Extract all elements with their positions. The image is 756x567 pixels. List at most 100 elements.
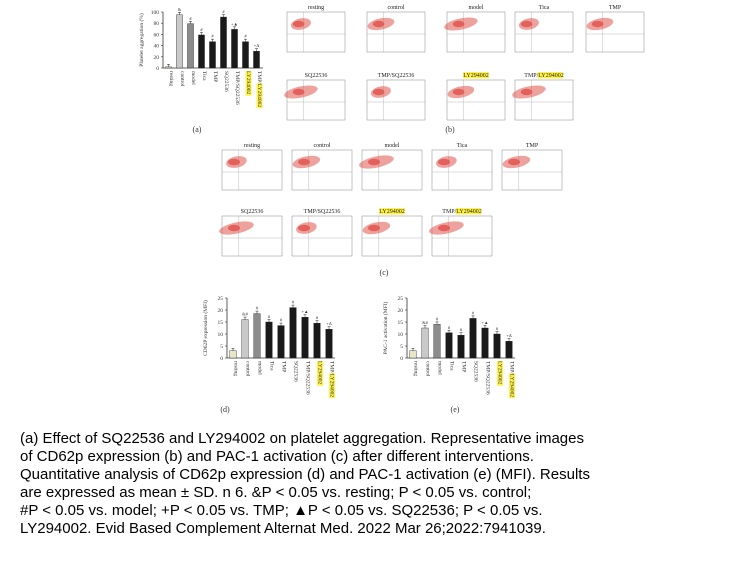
y-tick-label: 60 bbox=[154, 32, 160, 38]
flow-plot-frame bbox=[501, 149, 563, 191]
category-label: SQ22536 bbox=[293, 361, 299, 382]
flow-plot-title: model bbox=[469, 5, 484, 11]
significance-mark: &# bbox=[242, 312, 249, 317]
flow-plot-title: LY294002 bbox=[379, 209, 404, 215]
flow-plot-frame bbox=[361, 149, 423, 191]
bar bbox=[253, 51, 260, 69]
significance-mark: # bbox=[211, 34, 214, 39]
flow-plot-title: TMP/LY294002 bbox=[524, 73, 563, 79]
significance-mark: # bbox=[280, 318, 283, 323]
y-tick-label: 15 bbox=[218, 320, 224, 326]
bar bbox=[421, 327, 429, 359]
y-axis-label: Platelet aggregation (%) bbox=[138, 13, 145, 67]
significance-mark: &# bbox=[422, 320, 429, 325]
caption-line-4: are expressed as mean ± SD. n 6. &P < 0.… bbox=[20, 484, 532, 501]
chart-e-pac1-activation: 0 5 10 15 20 25 PAC-1 activation (MFI) resting &… bbox=[382, 296, 515, 399]
cell-population-core bbox=[520, 20, 533, 28]
significance-mark: +Δ bbox=[506, 333, 512, 338]
flow-plot-frame bbox=[291, 149, 353, 191]
flow-plot-frame bbox=[286, 79, 346, 121]
category-label: TMP bbox=[281, 361, 287, 372]
flow-panel-b-cd62p: resting control model Tica TMP SQ22536 TMP/SQ2… bbox=[284, 5, 645, 121]
cell-population-core bbox=[452, 88, 465, 96]
category-label: TMP/SQ22536 bbox=[305, 361, 311, 395]
category-label: SQ22536 bbox=[223, 71, 229, 92]
title-highlight bbox=[537, 72, 564, 79]
category-label: resting bbox=[168, 71, 174, 86]
flow-plot-title: SQ22536 bbox=[305, 73, 328, 79]
flow-plot-title: Tica bbox=[457, 143, 468, 149]
cell-population-core bbox=[372, 20, 385, 28]
significance-mark: +Δ bbox=[254, 43, 260, 48]
cell-population-core bbox=[292, 88, 305, 96]
flow-plot-title: TMP/SQ22536 bbox=[378, 73, 415, 79]
significance-mark: # bbox=[472, 310, 475, 315]
significance-mark: +Δ bbox=[326, 321, 332, 326]
flow-plot-frame bbox=[366, 11, 426, 53]
y-tick-label: 0 bbox=[220, 356, 223, 362]
significance-mark: # bbox=[436, 316, 439, 321]
y-tick-label: 100 bbox=[151, 10, 160, 16]
y-tick-label: 25 bbox=[398, 296, 404, 302]
caption-line-3: Quantitative analysis of CD62p expressio… bbox=[20, 466, 590, 483]
significance-mark: +▲ bbox=[482, 320, 489, 325]
bar bbox=[165, 66, 172, 69]
significance-mark: & bbox=[178, 7, 182, 12]
y-tick-label: 20 bbox=[398, 308, 404, 314]
caption-line-5: #P < 0.05 vs. model; +P < 0.05 vs. TMP; … bbox=[20, 502, 543, 519]
flow-plot-title: Tica bbox=[539, 5, 550, 11]
significance-mark: +▲ bbox=[302, 309, 309, 314]
flow-plot-frame bbox=[366, 79, 426, 121]
category-label: model bbox=[257, 361, 263, 375]
flow-plot-title: model bbox=[385, 143, 400, 149]
category-label: control bbox=[425, 361, 431, 377]
cell-population-core bbox=[228, 158, 240, 166]
flow-plot-frame bbox=[361, 215, 423, 257]
y-tick-label: 15 bbox=[398, 320, 404, 326]
flow-plot-frame bbox=[446, 79, 506, 121]
y-axis-label: PAC-1 activation (MFI) bbox=[382, 302, 389, 355]
bar bbox=[265, 321, 273, 359]
category-label: LY294002 bbox=[245, 71, 251, 95]
flow-plot-frame bbox=[221, 215, 283, 257]
category-label: TMP/LY294002 bbox=[329, 361, 335, 397]
y-tick-label: 10 bbox=[218, 332, 224, 338]
cell-population-core bbox=[520, 88, 533, 96]
bar bbox=[289, 307, 297, 359]
bar bbox=[445, 332, 453, 359]
flow-plot-frame bbox=[446, 11, 506, 53]
chart-d-cd62p-expression: 0 5 10 15 20 25 CD62P expression (MFI) resting &… bbox=[202, 296, 335, 399]
y-tick-label: 5 bbox=[220, 344, 223, 350]
bar bbox=[313, 323, 321, 359]
caption-line-6: LY294002. Evid Based Complement Alternat… bbox=[20, 520, 546, 537]
flow-plot-title: TMP/LY294002 bbox=[442, 209, 481, 215]
significance-mark: # bbox=[316, 315, 319, 320]
highlight bbox=[509, 373, 515, 399]
cell-population-core bbox=[438, 158, 450, 166]
category-label: TMP bbox=[212, 71, 218, 82]
panel-label-d: (d) bbox=[220, 405, 230, 414]
y-tick-label: 0 bbox=[156, 66, 159, 72]
bar bbox=[457, 335, 465, 359]
y-tick-label: 0 bbox=[400, 356, 403, 362]
flow-plot-title: control bbox=[314, 143, 331, 149]
flow-plot-frame bbox=[291, 215, 353, 257]
category-label: model bbox=[437, 361, 443, 375]
cell-population-core bbox=[438, 224, 450, 232]
flow-plot-title: SQ22536 bbox=[241, 209, 264, 215]
cell-population-core bbox=[368, 224, 380, 232]
cell-population-core bbox=[292, 20, 305, 28]
significance-mark: # bbox=[222, 9, 225, 14]
y-tick-label: 20 bbox=[218, 308, 224, 314]
bar bbox=[176, 14, 183, 69]
highlight bbox=[256, 83, 263, 109]
cell-population-core bbox=[228, 224, 240, 232]
flow-plot-frame bbox=[514, 11, 574, 53]
title-highlight bbox=[463, 72, 489, 79]
category-label: model bbox=[190, 71, 196, 85]
category-label: resting bbox=[413, 361, 419, 376]
flow-plot-frame bbox=[431, 149, 493, 191]
cell-population-core bbox=[591, 20, 604, 28]
bar bbox=[253, 313, 261, 359]
